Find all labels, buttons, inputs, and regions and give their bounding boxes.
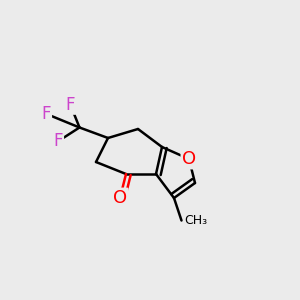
Text: F: F [54, 132, 63, 150]
Text: CH₃: CH₃ [184, 214, 208, 227]
Text: F: F [66, 96, 75, 114]
Text: O: O [182, 150, 196, 168]
Text: O: O [113, 189, 127, 207]
Text: F: F [42, 105, 51, 123]
